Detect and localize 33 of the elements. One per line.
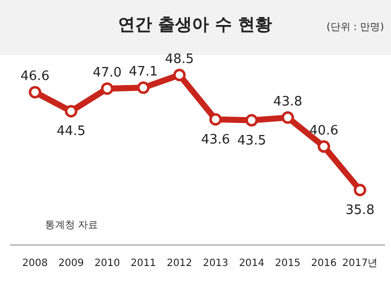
data-label: 43.5: [237, 133, 266, 148]
data-label: 44.5: [56, 124, 86, 140]
x-tick-label: 2015: [275, 258, 301, 269]
data-label: 40.6: [309, 124, 338, 139]
point: [245, 114, 258, 127]
point: [173, 68, 186, 82]
x-tick-label: 2009: [58, 258, 84, 269]
x-tick-label: 2012: [166, 258, 192, 269]
data-label: 48.5: [164, 52, 194, 67]
chart-title: 연간 출생아 수 현황: [118, 15, 272, 35]
point: [209, 113, 222, 126]
text: 통계청 자료: [45, 220, 98, 231]
x-tick-label: 2011: [130, 258, 156, 269]
point: [100, 82, 114, 95]
data-label: 47.1: [128, 64, 158, 80]
chart-subtitle: (단위 : 만명): [326, 22, 384, 33]
data-label: 46.6: [20, 69, 50, 84]
data-label: 35.8: [346, 203, 374, 218]
x-tick-label: 2017년: [342, 258, 378, 269]
point: [28, 86, 42, 98]
data-label: 43.8: [273, 94, 302, 110]
x-tick-label: 2013: [202, 258, 228, 269]
x-tick-label: 2008: [22, 258, 48, 269]
x-tick-label: 2010: [94, 258, 120, 269]
x-tick-label: 2014: [238, 258, 264, 269]
x-tick-label: 2016: [311, 258, 337, 269]
point: [137, 81, 150, 94]
point: [354, 184, 366, 196]
point: [282, 111, 294, 124]
data-label: 43.6: [201, 132, 230, 148]
data-label: 47.0: [92, 66, 122, 81]
point: [64, 104, 78, 118]
point: [318, 140, 330, 153]
